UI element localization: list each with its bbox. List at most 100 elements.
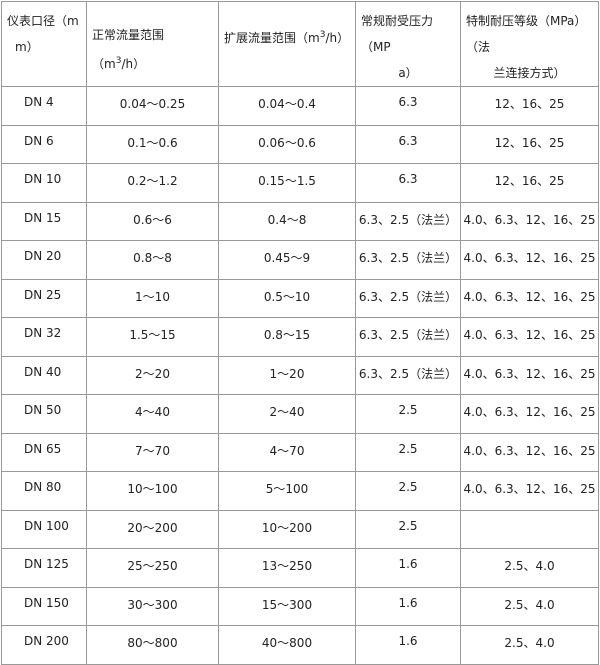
cell-diameter: DN 200 [1, 625, 87, 665]
cell-normal-flow: 1.5～15 [86, 317, 219, 357]
cell-diameter: DN 50 [1, 394, 87, 434]
cell-special-pressure: 12、16、25 [460, 86, 599, 126]
cell-special-pressure [460, 509, 599, 549]
cell-normal-flow: 1～10 [86, 278, 219, 318]
table-row: DN 4 0.04～0.25 0.04～0.4 6.3 12、16、25 [1, 86, 599, 126]
table-row: DN 50 4～40 2～40 2.5 4.0、6.3、12、16、25 [1, 394, 599, 434]
cell-special-pressure: 2.5、4.0 [460, 586, 599, 626]
cell-special-pressure: 4.0、6.3、12、16、25 [460, 201, 599, 241]
cell-diameter: DN 6 [1, 124, 87, 164]
cell-normal-flow: 7～70 [86, 432, 219, 472]
cell-extended-flow: 0.15～1.5 [218, 163, 356, 203]
header-normal-flow: 正常流量范围（m3/h） [86, 1, 219, 87]
table-row: DN 80 10～100 5～100 2.5 4.0、6.3、12、16、25 [1, 471, 599, 511]
cell-normal-pressure: 1.6 [355, 586, 461, 626]
table-row: DN 25 1～10 0.5～10 6.3、2.5（法兰） 4.0、6.3、12、16、… [1, 278, 599, 318]
cell-special-pressure: 12、16、25 [460, 124, 599, 164]
cell-extended-flow: 2～40 [218, 394, 356, 434]
table-row: DN 32 1.5～15 0.8～15 6.3、2.5（法兰） 4.0、6.3、12、1… [1, 317, 599, 357]
cell-diameter: DN 32 [1, 317, 87, 357]
cell-special-pressure: 2.5、4.0 [460, 625, 599, 665]
cell-special-pressure: 12、16、25 [460, 163, 599, 203]
cell-diameter: DN 4 [1, 86, 87, 126]
header-extended-flow: 扩展流量范围（m3/h） [218, 1, 356, 87]
table-row: DN 150 30～300 15～300 1.6 2.5、4.0 [1, 586, 599, 626]
header-text: 正常流量范围（m3/h） [92, 28, 165, 71]
cell-extended-flow: 40～800 [218, 625, 356, 665]
table-row: DN 6 0.1～0.6 0.06～0.6 6.3 12、16、25 [1, 124, 599, 164]
cell-special-pressure: 4.0、6.3、12、16、25 [460, 278, 599, 318]
cell-normal-pressure: 6.3 [355, 124, 461, 164]
cell-normal-flow: 0.8～8 [86, 240, 219, 280]
cell-normal-pressure: 1.6 [355, 548, 461, 588]
cell-normal-pressure: 2.5 [355, 471, 461, 511]
cell-normal-pressure: 2.5 [355, 432, 461, 472]
cell-special-pressure: 4.0、6.3、12、16、25 [460, 394, 599, 434]
cell-special-pressure: 4.0、6.3、12、16、25 [460, 471, 599, 511]
cell-extended-flow: 1～20 [218, 355, 356, 395]
cell-diameter: DN 10 [1, 163, 87, 203]
cell-normal-flow: 0.6～6 [86, 201, 219, 241]
cell-normal-flow: 2～20 [86, 355, 219, 395]
cell-diameter: DN 40 [1, 355, 87, 395]
cell-normal-pressure: 2.5 [355, 394, 461, 434]
table-row: DN 15 0.6～6 0.4～8 6.3、2.5（法兰） 4.0、6.3、12、16、… [1, 201, 599, 241]
cell-diameter: DN 100 [1, 509, 87, 549]
table-row: DN 100 20～200 10～200 2.5 [1, 509, 599, 549]
cell-extended-flow: 0.5～10 [218, 278, 356, 318]
cell-extended-flow: 13～250 [218, 548, 356, 588]
cell-extended-flow: 0.04～0.4 [218, 86, 356, 126]
cell-extended-flow: 0.8～15 [218, 317, 356, 357]
header-normal-pressure: 常规耐受压力（MP a） [355, 1, 461, 87]
cell-normal-pressure: 2.5 [355, 509, 461, 549]
cell-normal-pressure: 6.3、2.5（法兰） [355, 278, 461, 318]
table-row: DN 10 0.2～1.2 0.15～1.5 6.3 12、16、25 [1, 163, 599, 203]
table-row: DN 40 2～20 1～20 6.3、2.5（法兰） 4.0、6.3、12、16、25 [1, 355, 599, 395]
cell-normal-flow: 0.04～0.25 [86, 86, 219, 126]
table-row: DN 20 0.8～8 0.45～9 6.3、2.5（法兰） 4.0、6.3、12、16… [1, 240, 599, 280]
header-text: m） [15, 40, 39, 54]
cell-extended-flow: 15～300 [218, 586, 356, 626]
cell-special-pressure: 4.0、6.3、12、16、25 [460, 240, 599, 280]
header-row: 仪表口径（m m） 正常流量范围（m3/h） 扩展流量范围（m3/h） 常规耐受压… [1, 1, 599, 87]
cell-normal-flow: 20～200 [86, 509, 219, 549]
header-text: 常规耐受压力（MP [361, 14, 434, 54]
cell-normal-flow: 25～250 [86, 548, 219, 588]
cell-normal-pressure: 6.3、2.5（法兰） [355, 355, 461, 395]
header-diameter: 仪表口径（m m） [1, 1, 87, 87]
cell-normal-pressure: 1.6 [355, 625, 461, 665]
cell-special-pressure: 2.5、4.0 [460, 548, 599, 588]
header-text: 仪表口径（m [7, 14, 79, 28]
cell-extended-flow: 4～70 [218, 432, 356, 472]
cell-diameter: DN 65 [1, 432, 87, 472]
cell-extended-flow: 0.45～9 [218, 240, 356, 280]
cell-normal-flow: 0.2～1.2 [86, 163, 219, 203]
cell-normal-pressure: 6.3 [355, 163, 461, 203]
header-text: 扩展流量范围（m3/h） [224, 30, 350, 45]
cell-normal-flow: 10～100 [86, 471, 219, 511]
cell-special-pressure: 4.0、6.3、12、16、25 [460, 432, 599, 472]
cell-normal-pressure: 6.3、2.5（法兰） [355, 240, 461, 280]
cell-special-pressure: 4.0、6.3、12、16、25 [460, 355, 599, 395]
cell-extended-flow: 5～100 [218, 471, 356, 511]
header-text: a） [398, 66, 418, 80]
cell-extended-flow: 10～200 [218, 509, 356, 549]
cell-normal-flow: 80～800 [86, 625, 219, 665]
cell-diameter: DN 15 [1, 201, 87, 241]
header-special-pressure: 特制耐压等级（MPa）（法兰连接方式） [460, 1, 599, 87]
cell-normal-flow: 0.1～0.6 [86, 124, 219, 164]
header-text: 特制耐压等级（MPa）（法 [466, 14, 587, 54]
cell-normal-flow: 30～300 [86, 586, 219, 626]
cell-normal-pressure: 6.3、2.5（法兰） [355, 317, 461, 357]
cell-diameter: DN 150 [1, 586, 87, 626]
cell-special-pressure: 4.0、6.3、12、16、25 [460, 317, 599, 357]
cell-diameter: DN 80 [1, 471, 87, 511]
table-row: DN 125 25～250 13～250 1.6 2.5、4.0 [1, 548, 599, 588]
cell-extended-flow: 0.4～8 [218, 201, 356, 241]
cell-extended-flow: 0.06～0.6 [218, 124, 356, 164]
cell-diameter: DN 25 [1, 278, 87, 318]
header-text: 兰连接方式） [493, 66, 566, 80]
cell-normal-pressure: 6.3、2.5（法兰） [355, 201, 461, 241]
cell-normal-flow: 4～40 [86, 394, 219, 434]
